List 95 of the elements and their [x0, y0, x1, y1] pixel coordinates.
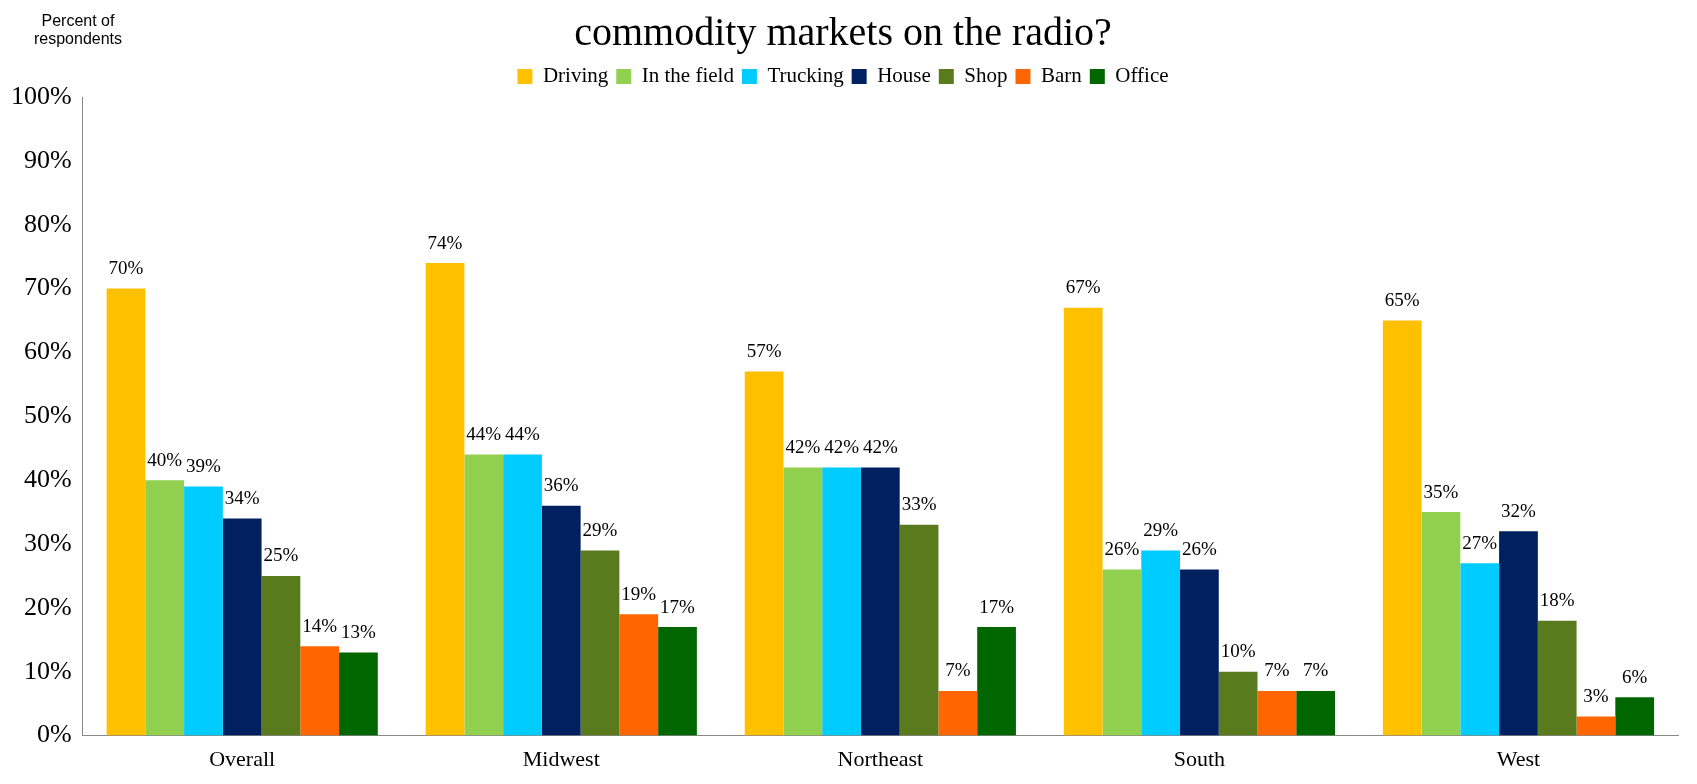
bar: [1180, 569, 1219, 736]
x-tick-label: Overall: [209, 745, 276, 771]
bar: [541, 505, 581, 736]
bar: [425, 263, 465, 736]
y-tick-label: 90%: [23, 144, 72, 174]
data-label: 33%: [901, 493, 937, 515]
data-label: 39%: [186, 455, 222, 477]
x-tick-label: Midwest: [522, 745, 600, 771]
data-label: 42%: [785, 435, 821, 457]
legend-label: In the field: [641, 63, 735, 88]
data-label: 26%: [1181, 538, 1217, 560]
bar: [783, 467, 823, 736]
legend-label: Barn: [1040, 63, 1083, 88]
y-tick-label: 40%: [23, 463, 72, 493]
bar: [619, 614, 659, 736]
data-label: 57%: [746, 340, 782, 362]
bar: [1615, 697, 1655, 736]
bar: [106, 288, 146, 736]
data-label: 65%: [1384, 288, 1420, 310]
bar: [1382, 320, 1422, 736]
bar: [938, 690, 978, 736]
y-tick-label: 30%: [23, 527, 72, 557]
x-tick-label: West: [1496, 745, 1541, 771]
bar: [464, 454, 504, 736]
data-label: 44%: [466, 423, 502, 445]
bar: [744, 371, 784, 736]
data-label: 14%: [302, 614, 338, 636]
bar: [1063, 307, 1103, 736]
data-label: 7%: [1302, 659, 1329, 681]
data-label: 3%: [1583, 684, 1609, 706]
bar: [1460, 563, 1500, 736]
data-label: 36%: [543, 474, 579, 496]
data-label: 32%: [1501, 499, 1537, 521]
data-label: 6%: [1622, 665, 1648, 687]
data-label: 7%: [945, 659, 971, 681]
bar: [145, 480, 185, 736]
data-label: 35%: [1423, 480, 1459, 502]
data-label: 42%: [824, 435, 860, 457]
bar: [1421, 512, 1461, 736]
data-label: 29%: [1143, 518, 1179, 540]
bar: [1499, 531, 1538, 736]
data-label: 34%: [224, 486, 260, 508]
legend-label: Driving: [542, 63, 609, 88]
data-label: 27%: [1462, 531, 1498, 553]
y-tick-label: 50%: [23, 400, 72, 430]
data-label: 25%: [263, 544, 299, 566]
y-tick-label: 100%: [10, 80, 72, 110]
legend-label: House: [877, 63, 931, 88]
data-label: 74%: [427, 231, 463, 253]
bar: [222, 518, 262, 736]
data-label: 26%: [1104, 538, 1140, 560]
bar: [184, 486, 223, 736]
legend-label: Shop: [964, 63, 1008, 88]
legend-label: Office: [1115, 63, 1169, 88]
x-tick-label: Northeast: [837, 745, 924, 771]
bar: [580, 550, 620, 736]
x-tick-label: South: [1173, 745, 1226, 771]
data-label: 17%: [979, 595, 1015, 617]
y-tick-label: 10%: [23, 655, 72, 685]
y-axis-title: Percent of respondents: [32, 12, 124, 48]
data-label: 19%: [621, 582, 657, 604]
data-label: 40%: [147, 448, 183, 470]
bar: [1257, 690, 1297, 736]
data-label: 7%: [1264, 659, 1290, 681]
chart-title: commodity markets on the radio?: [574, 8, 1112, 54]
bar: [658, 627, 697, 736]
bar: [1102, 569, 1142, 736]
data-label: 10%: [1220, 640, 1256, 662]
bar: [1537, 620, 1577, 736]
legend-label: Trucking: [767, 63, 845, 88]
bar: [503, 454, 542, 736]
y-tick-label: 80%: [23, 208, 72, 238]
bar: [1218, 671, 1258, 736]
bar: [261, 575, 301, 736]
data-label: 17%: [660, 595, 696, 617]
data-label: 44%: [505, 423, 541, 445]
data-label: 29%: [582, 518, 618, 540]
y-tick-label: 0%: [36, 719, 72, 749]
bar: [1576, 716, 1616, 736]
bar: [339, 652, 378, 736]
bar: [860, 467, 900, 736]
bar: [1296, 690, 1335, 736]
y-tick-label: 20%: [23, 591, 72, 621]
y-tick-label: 70%: [23, 272, 72, 302]
bar: [822, 467, 861, 736]
bar: [300, 646, 340, 736]
y-tick-label: 60%: [23, 336, 72, 366]
bar: [977, 627, 1016, 736]
data-label: 42%: [862, 435, 898, 457]
bar: [1141, 550, 1181, 736]
data-label: 67%: [1065, 276, 1101, 298]
data-label: 13%: [341, 621, 377, 643]
data-label: 70%: [108, 257, 144, 279]
bar: [899, 524, 939, 736]
data-label: 18%: [1539, 589, 1575, 611]
